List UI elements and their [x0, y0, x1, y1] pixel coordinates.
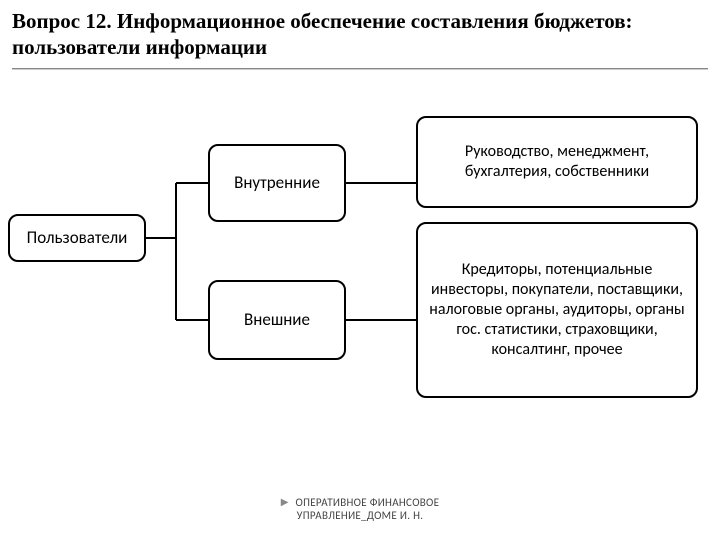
node-root-label: Пользователи — [27, 227, 128, 248]
node-external-label: Внешние — [244, 309, 310, 330]
footer-arrow-icon: ▶ — [281, 495, 289, 508]
node-internal-label: Внутренние — [234, 172, 320, 193]
footer-line1: ОПЕРАТИВНОЕ ФИНАНСОВОЕ — [295, 496, 439, 509]
node-internal-detail: Руководство, менеджмент, бухгалтерия, со… — [416, 116, 698, 208]
slide-title: Вопрос 12. Информационное обеспечение со… — [12, 8, 708, 61]
slide-page: Вопрос 12. Информационное обеспечение со… — [0, 0, 720, 540]
title-divider — [12, 68, 708, 70]
node-external: Внешние — [208, 280, 346, 360]
footer: ▶ ОПЕРАТИВНОЕ ФИНАНСОВОЕ УПРАВЛЕНИЕ_ДОМЕ… — [0, 495, 720, 522]
node-internal: Внутренние — [208, 144, 346, 222]
node-external-detail: Кредиторы, потенциальные инвесторы, поку… — [416, 222, 698, 398]
node-external-detail-label: Кредиторы, потенциальные инвесторы, поку… — [428, 260, 686, 360]
footer-line2: УПРАВЛЕНИЕ_ДОМЕ И. Н. — [297, 509, 424, 522]
node-internal-detail-label: Руководство, менеджмент, бухгалтерия, со… — [428, 142, 686, 182]
node-root-users: Пользователи — [8, 214, 146, 262]
